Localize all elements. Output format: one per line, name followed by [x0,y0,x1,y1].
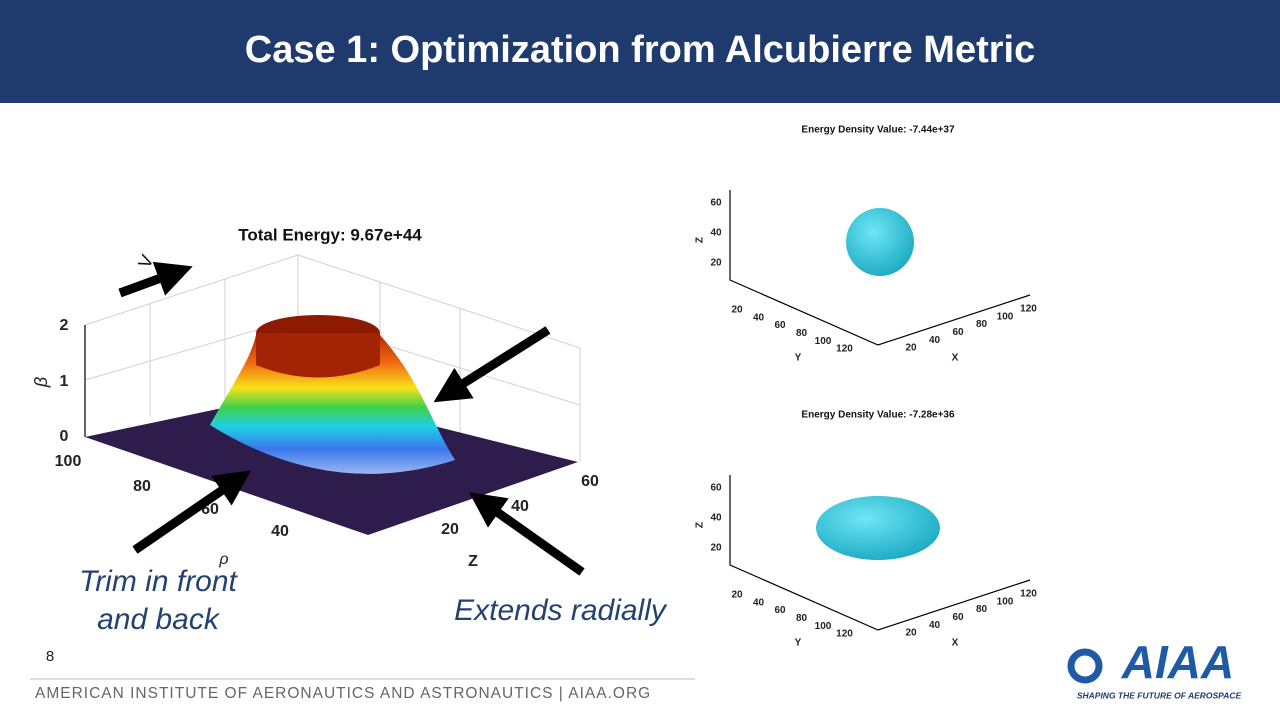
x-axis-label: X [952,638,959,649]
y-tick-label: 120 [836,344,853,355]
y-axis-label: Y [795,353,802,364]
arrow [118,261,193,298]
x-tick-label: 60 [952,327,964,338]
y-axis-label: Y [795,638,802,649]
y-tick-label: 0 [60,428,69,445]
isosurface [846,208,914,276]
plot-title: Energy Density Value: -7.44e+37 [801,125,955,136]
arrow [433,326,551,403]
y-tick-label: 80 [796,328,808,339]
y-tick-label: 100 [815,621,832,632]
title-bar [0,0,1280,103]
logo-mark [1067,648,1103,684]
x-tick-label: 20 [905,343,917,354]
x-tick-label: 60 [952,612,964,623]
z-axis-label: Z [695,522,706,528]
arrow [468,492,585,576]
logo-tagline: SHAPING THE FUTURE OF AEROSPACE [1077,690,1242,700]
rho-tick-label: 100 [55,453,82,470]
x-tick-label: 40 [929,620,941,631]
axes [729,475,1031,631]
plateau-wall [256,333,380,378]
z-tick-label: 20 [441,521,459,538]
arrow [132,470,252,554]
surface-plot: Total Energy: 9.67e+44 V β 2 1 0 100 80 … [31,225,599,570]
rho-tick-label: 40 [271,523,289,540]
logo-text: AIAA [1121,636,1234,688]
x-tick-label: 100 [997,311,1014,322]
rho-axis-label: ρ [218,551,228,568]
y-axis-label: β [31,377,51,388]
slide-title: Case 1: Optimization from Alcubierre Met… [245,29,1035,71]
x-tick-label: 80 [976,604,988,615]
y-tick-label: 20 [731,305,743,316]
plot-title: Total Energy: 9.67e+44 [238,225,422,244]
z-tick-label: 20 [710,543,722,554]
y-tick-label: 2 [60,317,69,334]
y-tick-label: 80 [796,613,808,624]
annotation: Extends radially [454,594,668,627]
rho-tick-label: 80 [133,478,151,495]
y-tick-label: 40 [753,312,765,323]
y-tick-label: 60 [774,320,786,331]
arrows [118,261,585,576]
z-axis-label: Z [468,553,478,570]
x-tick-label: 100 [997,596,1014,607]
z-axis-label: Z [695,237,706,243]
z-tick-label: 60 [581,473,599,490]
z-tick-label: 20 [710,258,722,269]
velocity-label: V [134,252,157,271]
isosurface [816,496,940,560]
x-tick-label: 20 [905,628,917,639]
annotation: and back [97,603,221,636]
x-axis-label: X [952,353,959,364]
z-tick-label: 60 [710,483,722,494]
y-tick-label: 40 [753,597,765,608]
y-tick-label: 120 [836,629,853,640]
z-tick-label: 40 [710,228,722,239]
y-tick-label: 20 [731,590,743,601]
x-tick-label: 120 [1020,304,1037,315]
page-number: 8 [46,648,54,665]
y-tick-label: 1 [60,373,69,390]
plot-title: Energy Density Value: -7.28e+36 [801,410,955,421]
axes [729,190,1031,346]
footer-text: AMERICAN INSTITUTE OF AERONAUTICS AND AS… [35,685,651,702]
x-tick-label: 40 [929,335,941,346]
z-tick-label: 40 [511,498,529,515]
z-tick-label: 40 [710,513,722,524]
x-tick-label: 120 [1020,589,1037,600]
z-tick-label: 60 [710,198,722,209]
x-tick-label: 80 [976,319,988,330]
annotation: Trim in front [79,565,238,598]
y-tick-label: 100 [815,336,832,347]
y-tick-label: 60 [774,605,786,616]
